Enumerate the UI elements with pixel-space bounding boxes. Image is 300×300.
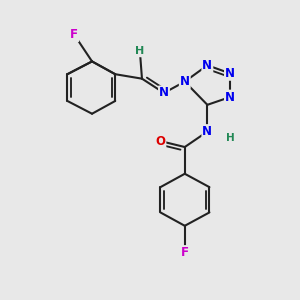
Text: H: H [226, 133, 235, 143]
Text: N: N [225, 91, 235, 103]
Text: H: H [135, 46, 145, 56]
Text: O: O [155, 135, 165, 148]
Text: F: F [70, 28, 78, 41]
Text: N: N [202, 125, 212, 138]
Text: N: N [180, 75, 190, 88]
Text: N: N [159, 86, 169, 99]
Text: N: N [202, 59, 212, 72]
Text: N: N [225, 67, 235, 80]
Text: F: F [181, 246, 189, 259]
